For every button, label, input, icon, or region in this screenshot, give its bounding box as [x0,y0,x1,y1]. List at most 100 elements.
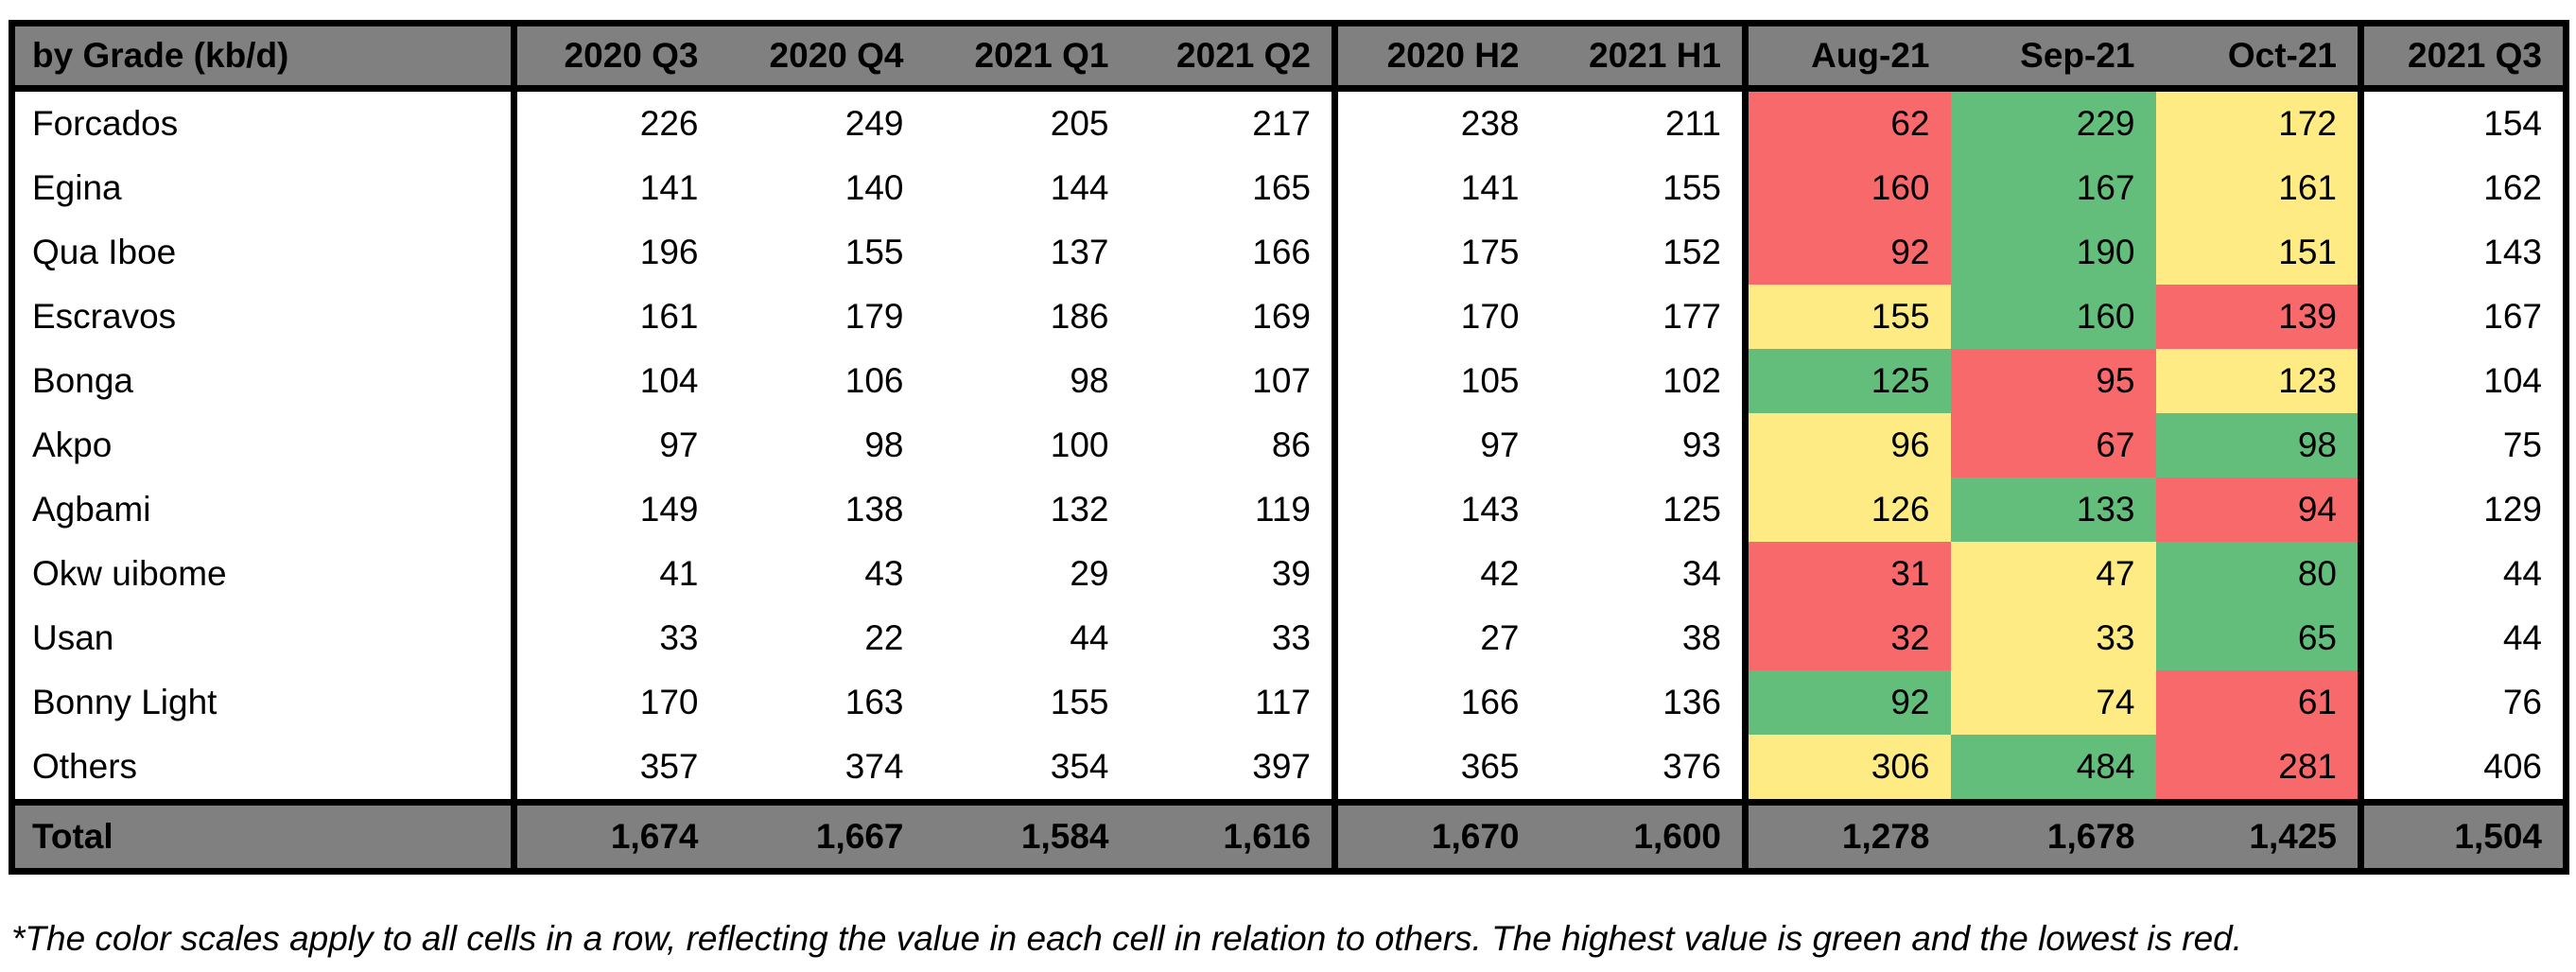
header-label: by Grade (kb/d) [11,23,517,92]
value-cell: 33 [659,618,699,657]
value-cell: 175 [1460,233,1520,271]
grade-table: by Grade (kb/d) 2020 Q3 2020 Q4 2021 Q1 2021… [9,20,2569,875]
value-cell: 166 [1129,220,1338,285]
header-row: by Grade (kb/d) 2020 Q3 2020 Q4 2021 Q1 2021… [11,23,2567,92]
column-header: 2020 Q4 [719,23,925,92]
grade-name: Usan [11,606,517,670]
total-label: Total [11,799,517,872]
grade-name: Others [11,735,517,803]
value-cell: 354 [1050,747,1109,786]
value-cell: 33 [1129,606,1338,670]
value-cell: 106 [844,361,904,400]
value-cell: 98 [864,425,904,464]
value-cell: 34 [1540,542,1749,606]
value-cell: 281 [2155,735,2364,803]
value-cell: 38 [1540,606,1749,670]
data-row: Qua Iboe 196 155 137 166 175 152 92 190 151 143 [11,220,2567,285]
value-cell: 357 [639,747,699,786]
value-cell: 62 [1745,88,1951,156]
value-cell: 155 [1540,156,1749,220]
value-cell: 44 [2502,618,2542,657]
value-cell: 95 [1950,349,2156,413]
value-cell: 229 [1950,88,2156,156]
value-cell: 140 [844,168,904,207]
value-cell: 179 [844,297,904,336]
value-cell: 238 [1460,104,1520,143]
value-cell: 29 [1070,554,1109,593]
data-row: Bonga 104 106 98 107 105 102 125 95 123 104 [11,349,2567,413]
total-row: Total 1,674 1,667 1,584 1,616 1,670 1,600 1,278… [11,799,2567,872]
value-cell: 119 [1129,477,1338,542]
value-cell: 144 [1050,168,1109,207]
value-cell: 27 [1480,618,1520,657]
value-cell: 80 [2155,542,2364,606]
value-cell: 139 [2155,285,2364,349]
data-row: Okw uibome 41 43 29 39 42 34 31 47 80 44 [11,542,2567,606]
grade-name: Bonny Light [11,670,517,735]
value-cell: 94 [2155,477,2364,542]
grade-name: Forcados [11,88,517,156]
column-header: Sep-21 [1950,23,2156,92]
value-cell: 162 [2483,168,2542,207]
value-cell: 117 [1129,670,1338,735]
data-row: Escravos 161 179 186 169 170 177 155 160 139 167 [11,285,2567,349]
grade-name: Akpo [11,413,517,477]
value-cell: 125 [1540,477,1749,542]
value-cell: 67 [1950,413,2156,477]
value-cell: 98 [1070,361,1109,400]
total-cell: 1,670 [1334,799,1540,872]
grade-name: Qua Iboe [11,220,517,285]
grade-name: Agbami [11,477,517,542]
value-cell: 151 [2155,220,2364,285]
value-cell: 96 [1745,413,1951,477]
value-cell: 196 [639,233,699,271]
value-cell: 47 [1950,542,2156,606]
column-header: 2021 Q2 [1129,23,1338,92]
value-cell: 133 [1950,477,2156,542]
data-row: Agbami 149 138 132 119 143 125 126 133 94 129 [11,477,2567,542]
data-row: Bonny Light 170 163 155 117 166 136 92 74 61 76 [11,670,2567,735]
value-cell: 154 [2483,104,2542,143]
value-cell: 138 [844,490,904,529]
value-cell: 170 [1460,297,1520,336]
value-cell: 163 [844,683,904,721]
value-cell: 93 [1540,413,1749,477]
value-cell: 484 [1950,735,2156,803]
value-cell: 406 [2483,747,2542,786]
value-cell: 104 [639,361,699,400]
value-cell: 125 [1745,349,1951,413]
value-cell: 141 [1460,168,1520,207]
value-cell: 141 [639,168,699,207]
value-cell: 177 [1540,285,1749,349]
value-cell: 211 [1540,88,1749,156]
value-cell: 98 [2155,413,2364,477]
value-cell: 100 [1050,425,1109,464]
value-cell: 31 [1745,542,1951,606]
value-cell: 226 [639,104,699,143]
value-cell: 22 [864,618,904,657]
value-cell: 126 [1745,477,1951,542]
value-cell: 97 [659,425,699,464]
value-cell: 161 [2155,156,2364,220]
value-cell: 365 [1460,747,1520,786]
value-cell: 217 [1129,88,1338,156]
value-cell: 43 [864,554,904,593]
value-cell: 65 [2155,606,2364,670]
total-cell: 1,504 [2360,799,2567,872]
value-cell: 32 [1745,606,1951,670]
value-cell: 249 [844,104,904,143]
total-cell: 1,278 [1745,799,1951,872]
value-cell: 104 [2483,361,2542,400]
value-cell: 152 [1540,220,1749,285]
total-cell: 1,674 [513,799,720,872]
value-cell: 107 [1129,349,1338,413]
grade-name: Bonga [11,349,517,413]
column-header: Oct-21 [2155,23,2364,92]
column-header: 2020 H2 [1334,23,1540,92]
value-cell: 42 [1480,554,1520,593]
data-row: Akpo 97 98 100 86 97 93 96 67 98 75 [11,413,2567,477]
value-cell: 76 [2502,683,2542,721]
data-row: Forcados 226 249 205 217 238 211 62 229 172 154 [11,88,2567,156]
grade-name: Escravos [11,285,517,349]
